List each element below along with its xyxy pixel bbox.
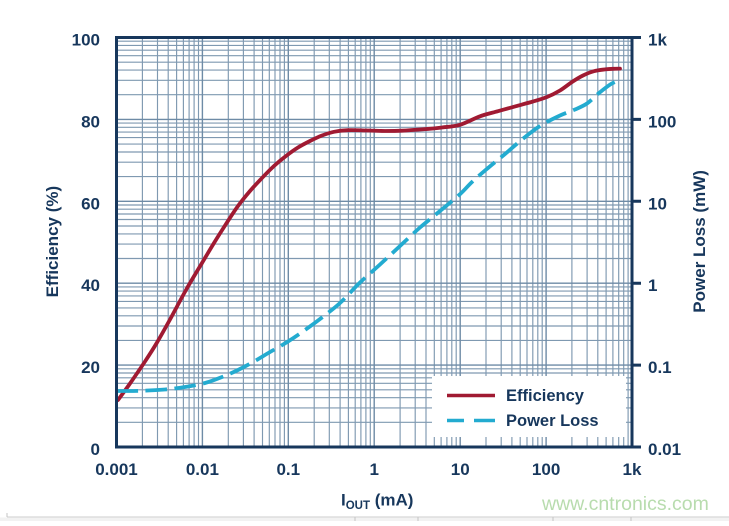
svg-text:Efficiency (%): Efficiency (%) [43, 186, 62, 297]
svg-text:100: 100 [648, 112, 676, 131]
svg-text:Power Loss: Power Loss [506, 412, 599, 430]
svg-text:Power Loss (mW): Power Loss (mW) [690, 170, 709, 313]
svg-text:40: 40 [81, 276, 100, 295]
svg-text:1k: 1k [623, 460, 642, 479]
svg-text:20: 20 [81, 358, 100, 377]
svg-text:0.001: 0.001 [95, 460, 138, 479]
svg-text:0.01: 0.01 [648, 440, 681, 459]
svg-text:10: 10 [648, 194, 667, 213]
svg-text:0.01: 0.01 [186, 460, 219, 479]
svg-text:1: 1 [648, 276, 657, 295]
svg-text:80: 80 [81, 112, 100, 131]
svg-text:1: 1 [369, 460, 378, 479]
svg-text:0.1: 0.1 [276, 460, 300, 479]
svg-text:100: 100 [72, 31, 100, 50]
svg-text:Efficiency: Efficiency [506, 387, 585, 405]
svg-text:0: 0 [91, 440, 100, 459]
svg-text:0.1: 0.1 [648, 358, 672, 377]
svg-text:60: 60 [81, 194, 100, 213]
svg-text:1k: 1k [648, 31, 667, 50]
svg-text:10: 10 [451, 460, 470, 479]
svg-text:100: 100 [532, 460, 560, 479]
svg-text:www.cntronics.com: www.cntronics.com [541, 493, 709, 515]
